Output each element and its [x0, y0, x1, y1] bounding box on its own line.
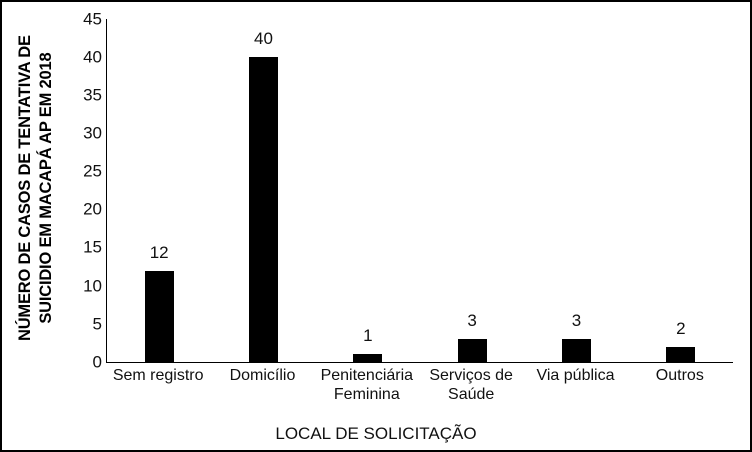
y-tick-0: 0: [92, 352, 102, 372]
bar-value-label: 3: [467, 311, 477, 331]
x-tick-domicilio: Domicílio: [210, 367, 314, 405]
x-tick-line: Outros: [655, 367, 704, 384]
bar-slot-penitenciaria-feminina: 1: [316, 19, 420, 362]
y-axis-tick-labels: 0 5 10 15 20 25 30 35 40 45: [56, 2, 102, 450]
plot-area: 12 40 1 3 3: [106, 19, 733, 363]
bar-servicos-de-saude[interactable]: 3: [457, 312, 487, 362]
y-tick-5: 5: [92, 314, 102, 334]
bar-domicilio[interactable]: 40: [248, 30, 278, 362]
bar-slot-via-publica: 3: [524, 19, 628, 362]
y-tick-10: 10: [83, 276, 102, 296]
x-tick-line: Penitenciária: [320, 367, 414, 384]
x-tick-servicos-de-saude: Serviços de Saúde: [419, 367, 523, 405]
bar-penitenciaria-feminina[interactable]: 1: [353, 327, 383, 362]
x-tick-line: Feminina: [333, 385, 400, 403]
bar-value-label: 3: [571, 311, 582, 331]
x-tick-outros: Outros: [628, 367, 732, 405]
y-tick-25: 25: [83, 161, 102, 181]
bar-value-label: 2: [676, 318, 686, 338]
x-axis-title: LOCAL DE SOLICITAÇÃO: [275, 424, 477, 443]
y-axis-title-line-1: NÚMERO DE CASOS DE TENTATIVA DE: [15, 35, 34, 341]
x-tick-line: Sem registro: [112, 367, 204, 384]
bar-value-label: 1: [363, 326, 373, 346]
x-tick-line: Via pública: [536, 367, 615, 384]
y-tick-45: 45: [83, 9, 102, 29]
y-axis-title-line-2: SUICIDIO EM MACAPÁ AP EM 2018: [37, 52, 56, 324]
x-tick-sem-registro: Sem registro: [106, 367, 210, 405]
y-tick-20: 20: [83, 199, 102, 219]
y-tick-15: 15: [83, 237, 102, 257]
y-tick-35: 35: [83, 85, 102, 105]
bar-slot-domicilio: 40: [211, 19, 315, 362]
bar-slot-sem-registro: 12: [107, 19, 211, 362]
bar-slot-outros: 2: [629, 19, 733, 362]
x-tick-line: Domicílio: [229, 367, 296, 384]
x-tick-via-publica: Via pública: [523, 367, 627, 405]
y-tick-30: 30: [83, 123, 102, 143]
bar-outros[interactable]: 2: [666, 320, 696, 362]
bar-value-label: 40: [254, 29, 273, 49]
x-axis-tick-labels: Sem registro Domicílio Penitenciária Fem…: [106, 367, 732, 405]
y-tick-40: 40: [83, 47, 102, 67]
bar-series: 12 40 1 3 3: [107, 19, 733, 362]
bar-via-publica[interactable]: 3: [561, 312, 591, 362]
bar-slot-servicos-de-saude: 3: [420, 19, 524, 362]
x-tick-line: Serviços de: [429, 367, 513, 384]
x-tick-line: Saúde: [448, 385, 495, 403]
bar-value-label: 12: [149, 242, 169, 262]
bar-sem-registro[interactable]: 12: [144, 244, 174, 362]
x-tick-penitenciaria-feminina: Penitenciária Feminina: [315, 367, 419, 405]
